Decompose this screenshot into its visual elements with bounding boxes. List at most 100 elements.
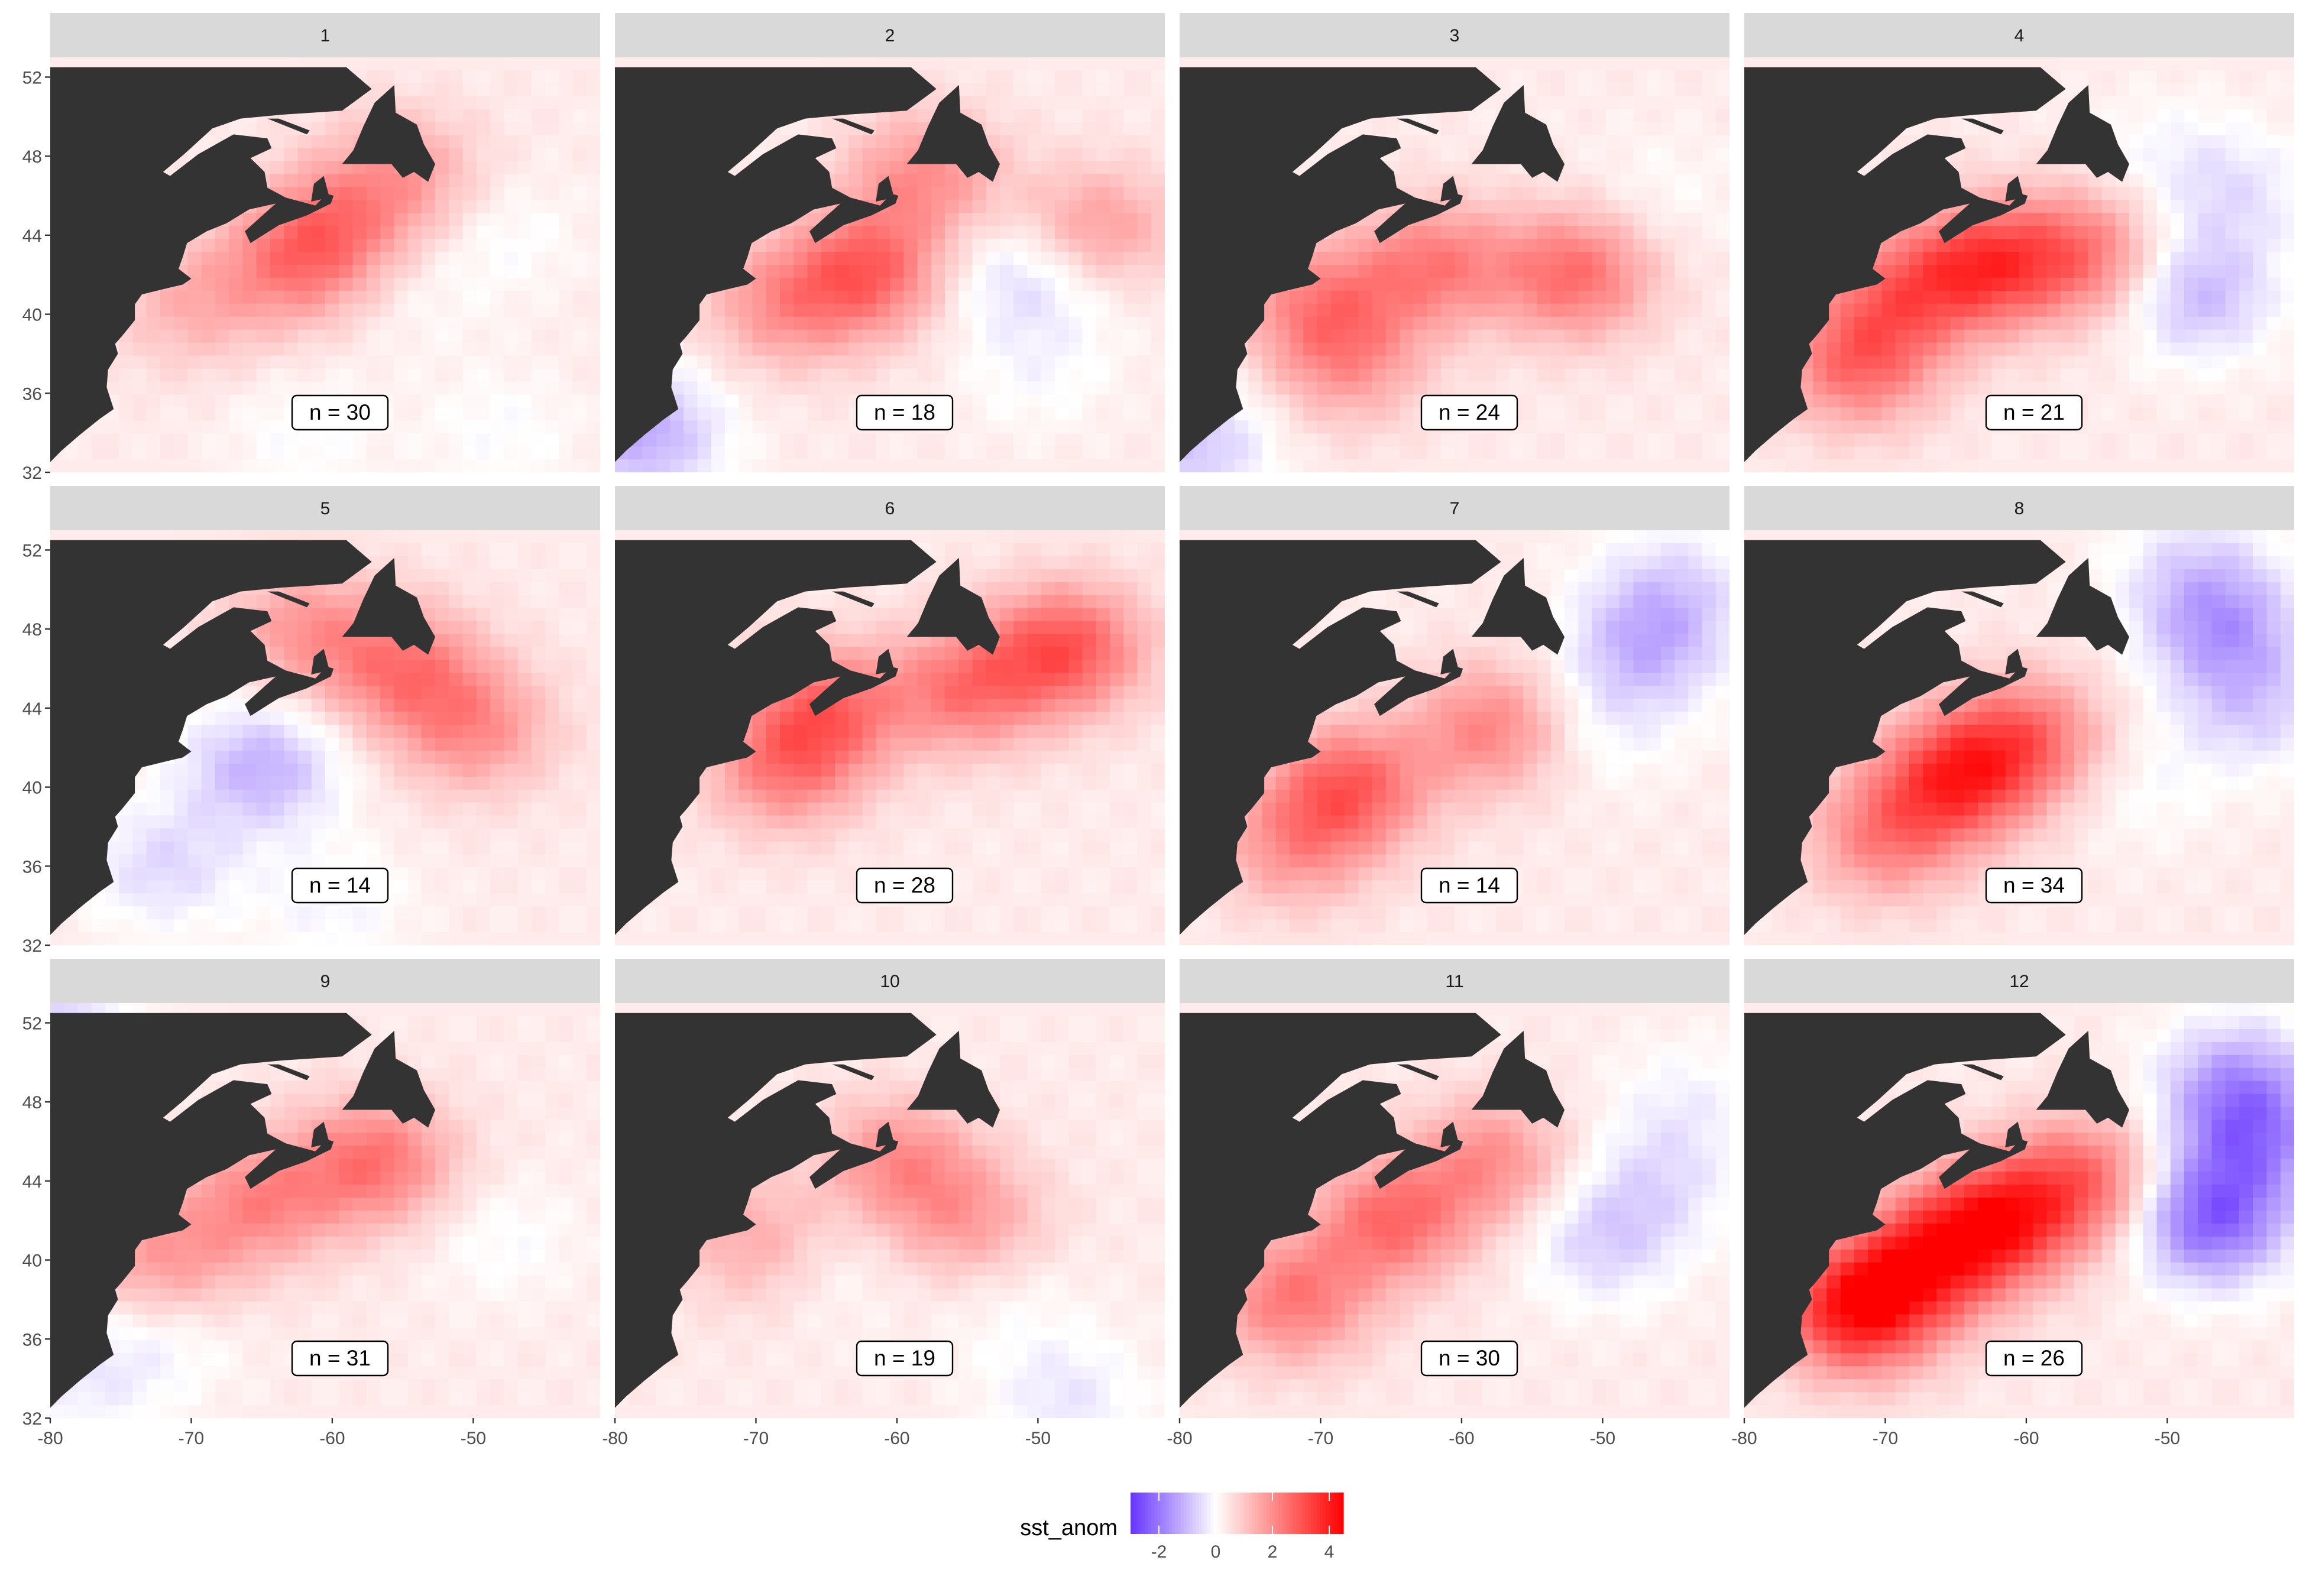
anomaly-cell bbox=[559, 109, 574, 123]
anomaly-cell bbox=[1013, 187, 1028, 200]
anomaly-cell bbox=[1909, 290, 1923, 304]
anomaly-cell bbox=[1082, 407, 1097, 421]
anomaly-cell bbox=[476, 303, 491, 317]
anomaly-cell bbox=[325, 226, 339, 239]
anomaly-cell bbox=[531, 265, 546, 278]
anomaly-cell bbox=[1620, 316, 1634, 330]
anomaly-cell bbox=[1013, 148, 1028, 162]
anomaly-cell bbox=[1330, 277, 1345, 291]
anomaly-cell bbox=[1041, 109, 1055, 123]
anomaly-cell bbox=[132, 316, 147, 330]
anomaly-cell bbox=[2033, 316, 2048, 330]
anomaly-cell bbox=[1565, 83, 1579, 97]
anomaly-cell bbox=[2046, 174, 2061, 187]
anomaly-cell bbox=[504, 316, 519, 330]
anomaly-cell bbox=[1082, 355, 1097, 369]
anomaly-cell bbox=[1151, 239, 1165, 252]
anomaly-cell bbox=[1715, 290, 1730, 304]
anomaly-cell bbox=[1137, 394, 1152, 408]
anomaly-cell bbox=[1523, 433, 1538, 447]
anomaly-cell bbox=[1096, 433, 1110, 447]
anomaly-cell bbox=[1978, 355, 1993, 369]
anomaly-cell bbox=[876, 213, 890, 226]
anomaly-cell bbox=[1082, 290, 1097, 304]
anomaly-cell bbox=[2253, 394, 2268, 408]
anomaly-cell bbox=[1923, 239, 1938, 252]
anomaly-cell bbox=[462, 265, 477, 278]
anomaly-cell bbox=[2170, 96, 2185, 110]
anomaly-cell bbox=[972, 239, 987, 252]
anomaly-cell bbox=[807, 316, 822, 330]
anomaly-cell bbox=[1605, 355, 1620, 369]
anomaly-cell bbox=[821, 368, 835, 382]
anomaly-cell bbox=[1096, 368, 1110, 382]
anomaly-cell bbox=[517, 420, 532, 434]
anomaly-cell bbox=[1068, 420, 1083, 434]
anomaly-cell bbox=[2211, 355, 2226, 369]
anomaly-cell bbox=[1688, 226, 1703, 239]
anomaly-cell bbox=[1840, 329, 1855, 343]
anomaly-cell bbox=[160, 394, 174, 408]
anomaly-cell bbox=[2225, 200, 2240, 213]
anomaly-cell bbox=[490, 342, 504, 356]
anomaly-cell bbox=[2005, 316, 2020, 330]
anomaly-cell bbox=[2129, 290, 2143, 304]
anomaly-cell bbox=[366, 70, 381, 84]
anomaly-cell bbox=[2239, 135, 2253, 149]
anomaly-cell bbox=[1068, 303, 1083, 317]
anomaly-cell bbox=[2143, 355, 2158, 369]
anomaly-cell bbox=[1537, 277, 1552, 291]
anomaly-cell bbox=[449, 239, 464, 252]
anomaly-cell bbox=[297, 433, 312, 447]
anomaly-cell bbox=[862, 433, 877, 447]
anomaly-cell bbox=[1660, 342, 1675, 356]
anomaly-cell bbox=[945, 174, 959, 187]
anomaly-cell bbox=[1964, 355, 1978, 369]
anomaly-cell bbox=[1578, 290, 1593, 304]
anomaly-cell bbox=[517, 459, 532, 472]
anomaly-cell bbox=[1550, 239, 1565, 252]
anomaly-cell bbox=[1978, 329, 1993, 343]
anomaly-cell bbox=[1633, 96, 1648, 110]
anomaly-cell bbox=[215, 303, 229, 317]
anomaly-cell bbox=[394, 57, 409, 71]
anomaly-cell bbox=[1055, 109, 1069, 123]
anomaly-cell bbox=[2266, 355, 2281, 369]
anomaly-cell bbox=[2115, 135, 2130, 149]
anomaly-cell bbox=[958, 226, 973, 239]
anomaly-cell bbox=[284, 381, 299, 395]
anomaly-cell bbox=[1427, 368, 1442, 382]
anomaly-cell bbox=[2225, 290, 2240, 304]
anomaly-cell bbox=[462, 200, 477, 213]
anomaly-cell bbox=[1262, 407, 1277, 421]
anomaly-cell bbox=[366, 187, 381, 200]
anomaly-cell bbox=[931, 459, 945, 472]
anomaly-cell bbox=[1565, 187, 1579, 200]
anomaly-cell bbox=[1605, 70, 1620, 84]
anomaly-cell bbox=[1440, 290, 1455, 304]
anomaly-cell bbox=[559, 420, 574, 434]
anomaly-cell bbox=[1909, 226, 1923, 239]
anomaly-cell bbox=[91, 420, 106, 434]
anomaly-cell bbox=[476, 290, 491, 304]
anomaly-cell bbox=[848, 239, 863, 252]
anomaly-cell bbox=[1688, 200, 1703, 213]
anomaly-cell bbox=[1715, 213, 1730, 226]
anomaly-cell bbox=[1592, 57, 1607, 71]
anomaly-cell bbox=[1936, 355, 1951, 369]
anomaly-cell bbox=[1592, 161, 1607, 174]
anomaly-cell bbox=[2280, 342, 2294, 356]
anomaly-cell bbox=[958, 252, 973, 265]
anomaly-cell bbox=[1041, 381, 1055, 395]
anomaly-cell bbox=[325, 213, 339, 226]
anomaly-cell bbox=[311, 368, 326, 382]
anomaly-cell bbox=[1235, 433, 1249, 447]
anomaly-cell bbox=[2046, 57, 2061, 71]
anomaly-cell bbox=[1468, 316, 1483, 330]
anomaly-cell bbox=[2129, 265, 2143, 278]
anomaly-cell bbox=[2280, 135, 2294, 149]
anomaly-cell bbox=[1537, 96, 1552, 110]
anomaly-cell bbox=[1372, 329, 1387, 343]
anomaly-cell bbox=[931, 70, 945, 84]
anomaly-cell bbox=[2005, 239, 2020, 252]
